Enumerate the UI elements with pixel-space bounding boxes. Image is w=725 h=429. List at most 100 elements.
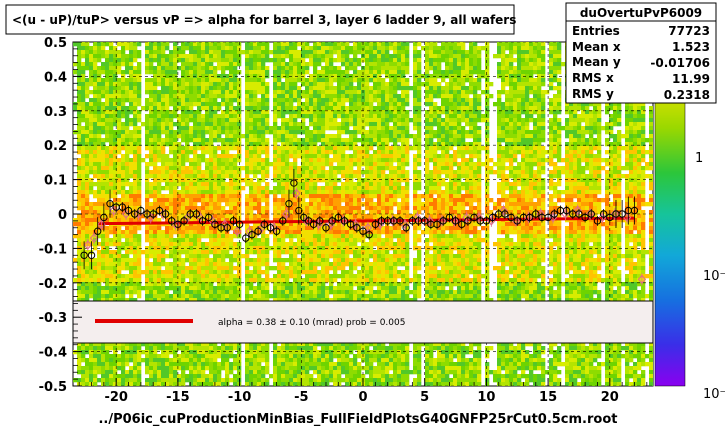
heatmap-cell (245, 222, 250, 227)
heatmap-cell (137, 94, 142, 99)
heatmap-cell (237, 266, 242, 271)
heatmap-cell (145, 362, 150, 367)
heatmap-cell (313, 378, 318, 383)
heatmap-cell (277, 126, 282, 131)
heatmap-cell (121, 70, 126, 75)
heatmap-cell (173, 86, 178, 91)
heatmap-cell (277, 94, 282, 99)
heatmap-cell (233, 194, 238, 199)
heatmap-cell (145, 186, 150, 191)
heatmap-cell (101, 210, 106, 215)
heatmap-cell (217, 238, 222, 243)
heatmap-cell (277, 102, 282, 107)
heatmap-cell (205, 50, 210, 55)
heatmap-cell (285, 246, 290, 251)
heatmap-cell (137, 170, 142, 175)
heatmap-cell (217, 122, 222, 127)
heatmap-cell (249, 190, 254, 195)
heatmap-cell (329, 82, 334, 87)
heatmap-cell (229, 110, 234, 115)
heatmap-cell (161, 62, 166, 67)
heatmap-cell (177, 106, 182, 111)
heatmap-cell (233, 158, 238, 163)
heatmap-cell (261, 250, 266, 255)
heatmap-cell (201, 258, 206, 263)
heatmap-cell (285, 222, 290, 227)
heatmap-cell (237, 158, 242, 163)
heatmap-cell (113, 370, 118, 375)
heatmap-cell (189, 146, 194, 151)
heatmap-cell (305, 298, 310, 303)
heatmap-cell (265, 66, 270, 71)
heatmap-cell (109, 266, 114, 271)
heatmap-cell (225, 86, 230, 91)
heatmap-cell (117, 202, 122, 207)
heatmap-cell (329, 46, 334, 51)
heatmap-cell (129, 130, 134, 135)
heatmap-cell (213, 154, 218, 159)
heatmap-cell (81, 42, 86, 47)
heatmap-cell (113, 86, 118, 91)
heatmap-cell (89, 82, 94, 87)
heatmap-cell (197, 122, 202, 127)
heatmap-cell (273, 82, 278, 87)
heatmap-cell (137, 262, 142, 267)
heatmap-cell (209, 130, 214, 135)
heatmap-cell (281, 362, 286, 367)
heatmap-cell (229, 118, 234, 123)
heatmap-cell (185, 146, 190, 151)
heatmap-cell (205, 378, 210, 383)
heatmap-cell (173, 94, 178, 99)
heatmap-cell (309, 374, 314, 379)
heatmap-cell (277, 170, 282, 175)
heatmap-cell (85, 218, 90, 223)
heatmap-cell (205, 294, 210, 299)
heatmap-cell (193, 182, 198, 187)
heatmap-cell (97, 174, 102, 179)
heatmap-cell (309, 242, 314, 247)
heatmap-cell (173, 266, 178, 271)
heatmap-cell (253, 198, 258, 203)
heatmap-cell (297, 114, 302, 119)
heatmap-cell (289, 178, 294, 183)
heatmap-cell (273, 354, 278, 359)
heatmap-cell (121, 138, 126, 143)
heatmap-cell (125, 274, 130, 279)
heatmap-cell (261, 174, 266, 179)
heatmap-cell (245, 182, 250, 187)
heatmap-cell (297, 350, 302, 355)
heatmap-cell (101, 206, 106, 211)
heatmap-cell (185, 174, 190, 179)
heatmap-cell (89, 270, 94, 275)
heatmap-cell (329, 370, 334, 375)
heatmap-cell (281, 86, 286, 91)
heatmap-cell (177, 134, 182, 139)
heatmap-cell (257, 286, 262, 291)
heatmap-cell (297, 70, 302, 75)
heatmap-cell (329, 86, 334, 91)
heatmap-cell (177, 270, 182, 275)
heatmap-cell (217, 202, 222, 207)
heatmap-cell (217, 62, 222, 67)
heatmap-cell (289, 50, 294, 55)
heatmap-cell (173, 62, 178, 67)
heatmap-cell (85, 62, 90, 67)
heatmap-cell (325, 62, 330, 67)
heatmap-cell (249, 158, 254, 163)
heatmap-cell (145, 138, 150, 143)
heatmap-cell (125, 94, 130, 99)
heatmap-cell (185, 362, 190, 367)
heatmap-cell (209, 366, 214, 371)
heatmap-cell (117, 110, 122, 115)
heatmap-cell (165, 122, 170, 127)
heatmap-cell (177, 362, 182, 367)
heatmap-cell (117, 134, 122, 139)
heatmap-cell (129, 82, 134, 87)
heatmap-cell (205, 118, 210, 123)
heatmap-cell (149, 130, 154, 135)
heatmap-cell (253, 146, 258, 151)
heatmap-cell (325, 158, 330, 163)
heatmap-cell (297, 110, 302, 115)
heatmap-cell (181, 110, 186, 115)
heatmap-cell (81, 70, 86, 75)
